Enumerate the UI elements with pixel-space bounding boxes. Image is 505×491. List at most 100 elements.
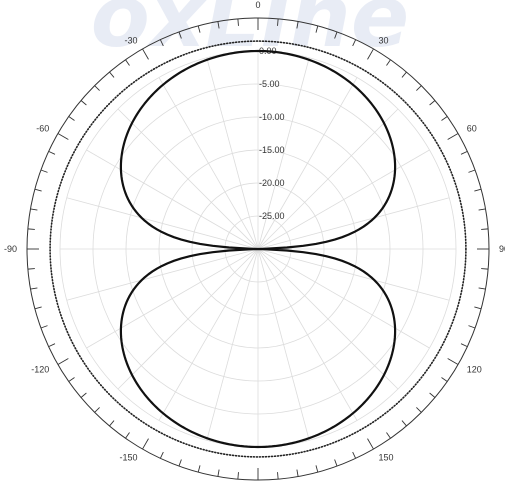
grid-spoke <box>257 77 358 250</box>
grid-spoke <box>257 149 430 250</box>
angle-tick-label: 150 <box>379 453 394 463</box>
minor-tick <box>159 39 164 47</box>
minor-tick <box>237 18 239 26</box>
major-tick <box>57 358 69 365</box>
minor-tick <box>474 188 482 192</box>
minor-tick <box>34 188 42 192</box>
minor-tick <box>109 71 115 78</box>
minor-tick <box>197 465 201 473</box>
minor-tick <box>416 85 422 91</box>
series-layer <box>49 40 467 458</box>
minor-tick <box>277 472 279 480</box>
grid-spoke <box>257 248 358 421</box>
minor-tick <box>30 208 38 211</box>
radial-tick-label: -15.00 <box>259 145 285 155</box>
minor-tick <box>474 306 482 310</box>
minor-tick <box>460 343 468 348</box>
grid-spoke <box>86 149 259 250</box>
minor-tick <box>401 71 407 78</box>
minor-tick <box>40 169 48 173</box>
minor-tick <box>296 469 299 477</box>
angle-tick-label: -90 <box>4 244 17 254</box>
minor-tick <box>94 407 100 413</box>
grid-spoke <box>257 108 399 250</box>
minor-tick <box>34 306 42 310</box>
grid-spoke <box>257 248 310 441</box>
radial-tick-label: -25.00 <box>259 211 285 221</box>
minor-tick <box>94 85 100 91</box>
minor-tick <box>478 287 486 290</box>
minor-tick <box>178 31 182 39</box>
minor-tick <box>80 100 87 106</box>
major-tick <box>367 438 374 450</box>
major-tick <box>367 48 374 60</box>
minor-tick <box>460 150 468 155</box>
minor-tick <box>386 59 391 66</box>
grid-spoke <box>257 248 450 301</box>
minor-tick <box>109 420 115 427</box>
minor-tick <box>48 343 56 348</box>
angle-tick-labels: 0306090120150180-150-120-90-60-30 <box>4 0 505 463</box>
minor-tick <box>401 420 407 427</box>
minor-tick <box>237 472 239 480</box>
minor-tick <box>441 116 448 121</box>
radial-tick-labels: 0.00-5.00-10.00-15.00-20.00-25.00 <box>259 46 285 221</box>
minor-tick <box>468 169 476 173</box>
minor-tick <box>468 325 476 329</box>
radial-tick-label: -5.00 <box>259 79 280 89</box>
polar-grid <box>59 50 457 448</box>
major-tick <box>57 133 69 140</box>
radial-tick-label: -20.00 <box>259 178 285 188</box>
angle-tick-label: -120 <box>31 365 49 375</box>
minor-tick <box>315 25 319 33</box>
minor-tick <box>68 377 75 382</box>
minor-tick <box>178 459 182 467</box>
minor-tick <box>429 392 436 398</box>
grid-spoke <box>206 248 259 441</box>
major-tick <box>142 48 149 60</box>
svg-text:oxLine: oxLine <box>91 0 409 67</box>
minor-tick <box>125 59 130 66</box>
minor-tick <box>217 469 220 477</box>
minor-tick <box>197 25 201 33</box>
minor-tick <box>352 451 357 459</box>
minor-tick <box>481 268 489 270</box>
minor-tick <box>27 228 35 230</box>
minor-tick <box>27 268 35 270</box>
angle-tick-label: -150 <box>119 453 137 463</box>
radial-tick-label: -10.00 <box>259 112 285 122</box>
grid-spoke <box>158 248 259 421</box>
minor-tick <box>334 459 338 467</box>
minor-tick <box>277 18 279 26</box>
minor-tick <box>48 150 56 155</box>
angle-tick-label: 60 <box>467 124 477 134</box>
minor-tick <box>315 465 319 473</box>
minor-tick <box>481 228 489 230</box>
grid-spoke <box>257 57 310 250</box>
angle-tick-label: -60 <box>36 124 49 134</box>
minor-tick <box>159 451 164 459</box>
grid-spoke <box>117 108 259 250</box>
minor-tick <box>441 377 448 382</box>
grid-spoke <box>117 248 259 390</box>
angle-tick-label: -30 <box>124 35 137 45</box>
minor-tick <box>416 407 422 413</box>
outer-scale <box>26 17 490 481</box>
minor-tick <box>30 287 38 290</box>
series-line-dotted <box>49 40 467 458</box>
minor-tick <box>217 21 220 29</box>
series-line-figure-eight <box>119 49 397 449</box>
grid-spoke <box>86 248 259 349</box>
grid-spoke <box>66 197 259 250</box>
angle-tick-label: 120 <box>467 365 482 375</box>
major-tick <box>142 438 149 450</box>
angle-tick-label: 90 <box>499 244 505 254</box>
angle-tick-label: 0 <box>255 0 260 10</box>
minor-tick <box>40 325 48 329</box>
grid-spoke <box>257 248 399 390</box>
minor-tick <box>352 39 357 47</box>
grid-spoke <box>257 248 430 349</box>
grid-spoke <box>66 248 259 301</box>
minor-tick <box>478 208 486 211</box>
